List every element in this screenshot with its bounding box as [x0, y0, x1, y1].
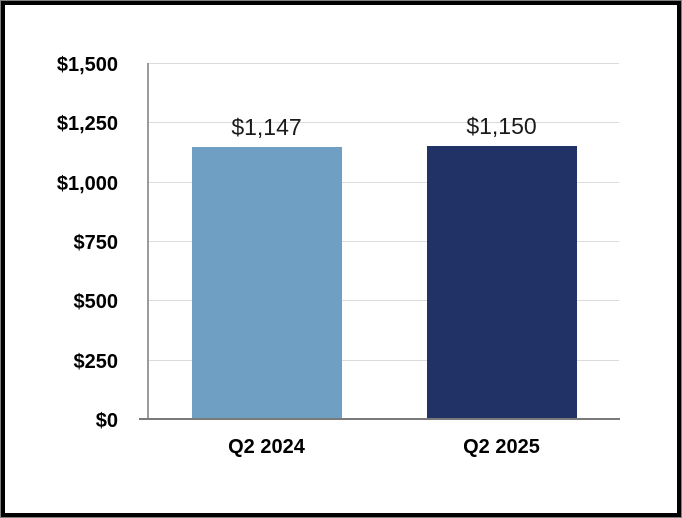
- gridline: [149, 122, 619, 124]
- y-tick-label: $750: [73, 232, 119, 254]
- x-axis-labels: Q2 2024 Q2 2025: [5, 5, 677, 513]
- y-tick-label: $0: [95, 410, 118, 432]
- gridline: [149, 359, 619, 361]
- gridline: [149, 63, 619, 64]
- bar: [191, 146, 342, 419]
- y-axis-line: [147, 63, 149, 419]
- bar-value-label: $1,150: [466, 113, 537, 140]
- x-category-label: Q2 2024: [228, 436, 305, 458]
- bar: [426, 146, 577, 419]
- bar-value-label: $1,147: [231, 113, 302, 140]
- x-axis-line: [139, 418, 620, 420]
- y-tick-label: $500: [73, 291, 119, 314]
- y-tick-label: $1,500: [56, 54, 118, 76]
- y-axis-labels: $0 $250 $500 $750 $1,000 $1,250 $1,500: [5, 5, 677, 513]
- data-labels-layer: $1,147 $1,150: [5, 5, 677, 513]
- y-tick-label: $1,000: [56, 172, 118, 195]
- bar-chart: $1,147 $1,150 $0 $250 $500 $750 $1,000 $1,250 $…: [5, 5, 677, 513]
- y-tick-label: $250: [73, 350, 119, 373]
- gridline: [149, 241, 619, 242]
- x-category-label: Q2 2025: [463, 436, 540, 458]
- y-tick-label: $1,250: [56, 113, 118, 136]
- gridline: [149, 300, 619, 302]
- gridlines-layer: [5, 5, 677, 513]
- bars-layer: [5, 5, 677, 513]
- gridline: [149, 181, 619, 183]
